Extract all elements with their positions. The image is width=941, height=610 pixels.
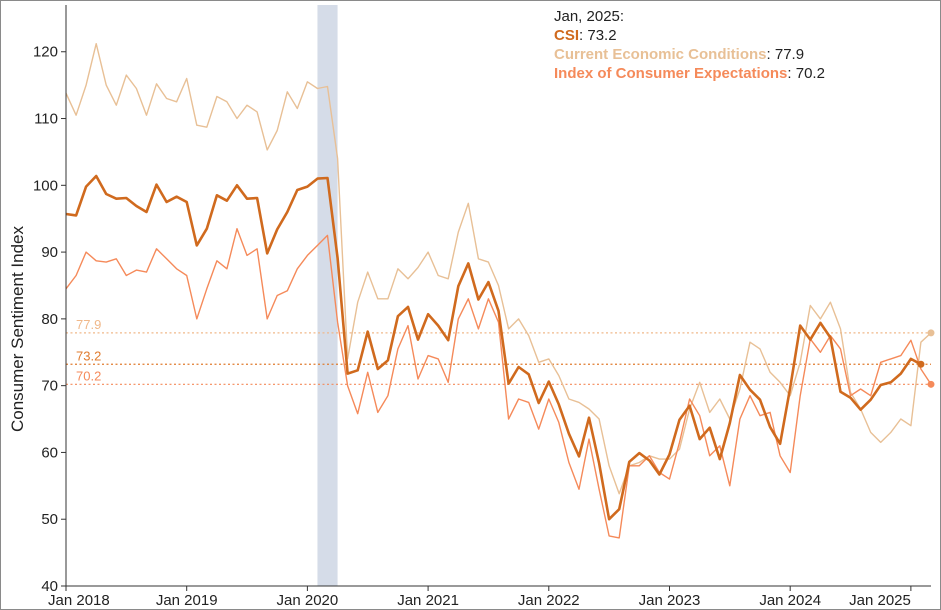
x-tick-label-2: Jan 2020 <box>277 592 339 609</box>
legend-cec-name: Current Economic Conditions <box>554 46 767 63</box>
legend: Jan, 2025: CSI: 73.2 Current Economic Co… <box>554 8 825 82</box>
x-tick-label-7: Jan 2025 <box>849 592 911 609</box>
x-tick-label-4: Jan 2022 <box>518 592 580 609</box>
series-endpoint-2 <box>917 360 925 368</box>
reference-label-1: 73.2 <box>76 348 101 363</box>
y-tick-label-7: 110 <box>34 111 58 128</box>
legend-cec-value: 77.9 <box>775 46 804 63</box>
legend-csi-value: 73.2 <box>587 27 616 44</box>
y-tick-label-1: 50 <box>41 511 58 528</box>
series-line-0 <box>65 43 932 495</box>
y-tick-label-8: 120 <box>33 44 58 61</box>
legend-header: Jan, 2025: <box>554 8 624 25</box>
x-tick-label-3: Jan 2021 <box>397 592 459 609</box>
x-tick-label-0: Jan 2018 <box>48 592 110 609</box>
x-tick-label-6: Jan 2024 <box>759 592 821 609</box>
series-line-2 <box>65 174 922 521</box>
y-tick-label-0: 40 <box>41 578 58 595</box>
x-tick-label-5: Jan 2023 <box>639 592 701 609</box>
legend-ice-name: Index of Consumer Expectations <box>554 65 787 82</box>
series-line-1 <box>65 227 932 539</box>
y-tick-label-2: 60 <box>41 444 58 461</box>
y-tick-label-4: 80 <box>41 311 58 328</box>
y-tick-label-3: 70 <box>41 378 58 395</box>
reference-label-2: 70.2 <box>76 368 101 383</box>
recession-shade <box>317 5 338 586</box>
legend-item-current-conditions: Current Economic Conditions: 77.9 <box>554 46 804 63</box>
legend-item-csi: CSI: 73.2 <box>554 27 617 44</box>
reference-label-0: 77.9 <box>76 317 101 332</box>
legend-ice-value: 70.2 <box>796 65 825 82</box>
y-tick-label-5: 90 <box>41 244 58 261</box>
series-endpoint-1 <box>927 380 935 388</box>
y-axis-title: Consumer Sentiment Index <box>8 226 27 432</box>
legend-item-expectations: Index of Consumer Expectations: 70.2 <box>554 65 825 82</box>
series-endpoint-0 <box>927 329 935 337</box>
x-tick-label-1: Jan 2019 <box>156 592 218 609</box>
legend-csi-name: CSI <box>554 27 579 44</box>
y-tick-label-6: 100 <box>33 177 58 194</box>
